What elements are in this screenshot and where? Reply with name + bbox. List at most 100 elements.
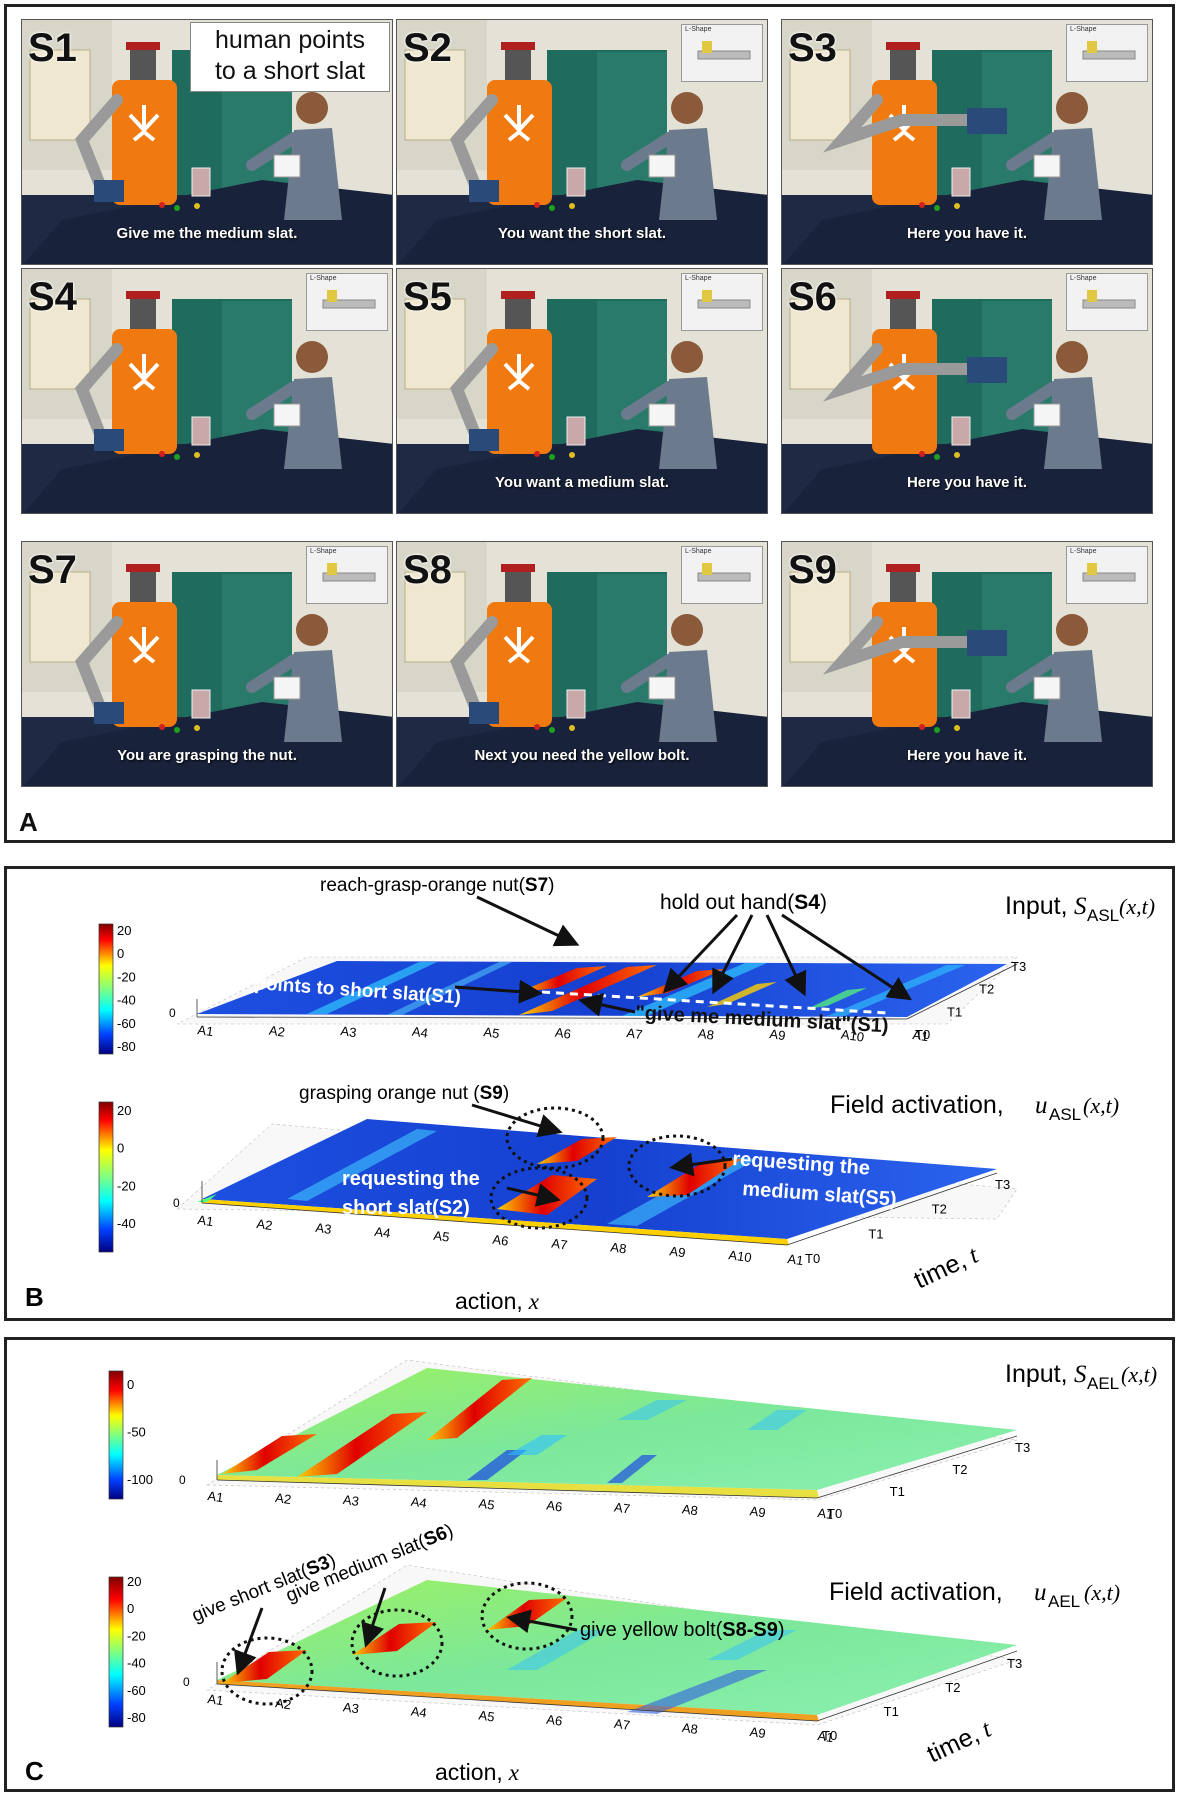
circle-s3 (220, 1636, 314, 1706)
asl-input-z-tick: 0 (169, 1006, 176, 1020)
x-tick-label: A10 (728, 1247, 753, 1265)
x-tick-label: A1 (817, 1505, 835, 1522)
scene-label: S9 (788, 548, 837, 592)
asl-input-plot: 20 0 -20 -40 -60 -80 0 A1 A2 A3 A4 A5 A6 A7 A8 A9 A10 A… (98, 875, 1155, 1055)
circle-s6 (350, 1608, 444, 1678)
colorbar-tick-label: -60 (127, 1683, 146, 1698)
note-line-1: human points (214, 26, 366, 54)
title-text: Field activation, (829, 1578, 1003, 1606)
asl-input-ridge-s1 (519, 965, 657, 1015)
annot-reach: reach-grasp-orange nut(S7) (320, 875, 554, 896)
asl-field-z-tick: 0 (173, 1196, 180, 1210)
ael-input-surface (217, 1368, 1017, 1490)
title-sub: ASL (1049, 1105, 1081, 1124)
asl-field-title: Field activation, u ASL (x,t) (830, 1091, 1119, 1124)
scene-caption: Here you have it. (906, 747, 1028, 764)
x-tick-label: A7 (613, 1716, 631, 1733)
inset-label: L-Shape (310, 275, 337, 282)
t-tick-label: T3 (1007, 1656, 1022, 1671)
scene-photo-s4: S4 L-Shape (21, 268, 393, 514)
human-points-note: human points to a short slat (190, 22, 390, 92)
x-tick-label: A1 (197, 1022, 215, 1039)
asl-time-axis-label: time,t (910, 1240, 984, 1294)
x-tick-label: A7 (613, 1499, 631, 1516)
scene-caption: You want the short slat. (497, 225, 667, 242)
ael-input-title: Input, S AEL (x,t) (1005, 1360, 1157, 1393)
l-shape-inset: L-Shape (1066, 546, 1148, 604)
t-tick-label: T1 (947, 1004, 962, 1019)
t-tick-label: T2 (945, 1680, 960, 1695)
x-tick-label: A5 (478, 1708, 496, 1725)
title-sub: ASL (1087, 906, 1119, 925)
t-tick-label: T2 (979, 982, 994, 997)
t-tick-label: T2 (952, 1462, 967, 1477)
x-tick-label: A1 (207, 1691, 225, 1708)
inset-label: L-Shape (1070, 275, 1097, 282)
x-tick-label: A3 (315, 1220, 333, 1237)
title-var: S (1074, 1361, 1087, 1388)
ael-field-plot: 20 0 -20 -40 -60 -80 0 A1 A2 A3 A4 A5 A6 A7 A8 A9 A1 T… (108, 1520, 1120, 1785)
l-shape-inset: L-Shape (681, 24, 763, 82)
scene-photo-s5: S5 You want a medium slat. L-Shape (396, 268, 768, 514)
annot-grasp: grasping orange nut (S9) (299, 1083, 509, 1104)
colorbar-tick-label: 0 (117, 946, 124, 961)
x-tick-label: A6 (554, 1025, 572, 1042)
circle-s2 (489, 1166, 589, 1230)
scene-photo-s1: S1 Give me the medium slat. human points to… (21, 19, 393, 265)
x-tick-label: A6 (545, 1712, 563, 1729)
annot-hold: hold out hand(S4) (660, 891, 827, 914)
x-tick-label: A3 (342, 1699, 360, 1716)
inset-label: L-Shape (1070, 26, 1097, 33)
ael-field-colorbar (108, 1576, 124, 1728)
x-tick-label: A3 (340, 1023, 358, 1040)
scene-photo-s9: S9 Here you have it. L-Shape (781, 541, 1153, 787)
scene-label: S2 (403, 26, 452, 70)
x-tick-label: A2 (256, 1216, 274, 1233)
ael-input-ridge-3 (427, 1378, 532, 1440)
scene-photo-s6: S6 Here you have it. L-Shape (781, 268, 1153, 514)
x-tick-label: A2 (274, 1490, 292, 1507)
colorbar-tick-label: 0 (127, 1601, 134, 1616)
colorbar-tick-label: -40 (127, 1656, 146, 1671)
scene-photo-s8: S8 Next you need the yellow bolt. L-Shape (396, 541, 768, 787)
asl-input-colorbar (98, 923, 114, 1055)
asl-plots: 200-20-40-60-80 0 A1 A2 A3 A4 A5 A6 A7 A8 A9 A10 A… (25, 875, 1155, 1314)
t-tick-label: T1 (890, 1484, 905, 1499)
x-tick-label: A5 (483, 1024, 501, 1041)
x-tick-label: A4 (410, 1703, 428, 1720)
colorbar-tick-label: -40 (117, 993, 136, 1008)
panel-a-letter: A (19, 807, 38, 837)
robot-torso (872, 329, 937, 454)
robot-torso (872, 80, 937, 205)
title-args: (x,t) (1083, 1093, 1119, 1118)
asl-field-ridge-s9 (537, 1137, 617, 1164)
scene-label: S4 (28, 275, 77, 319)
l-shape-inset: L-Shape (1066, 273, 1148, 331)
scene-photo-s7: S7 You are grasping the nut. L-Shape (21, 541, 393, 787)
colorbar-tick-label: 20 (117, 1103, 131, 1118)
annot-req1-line2: short slat(S2) (342, 1197, 470, 1219)
x-tick-label: A6 (545, 1498, 563, 1515)
title-text: Input, (1005, 1360, 1068, 1388)
scene-caption: Next you need the yellow bolt. (474, 747, 690, 764)
l-shape-inset: L-Shape (1066, 24, 1148, 82)
x-tick-label: A9 (669, 1243, 687, 1260)
colorbar-tick-label: -20 (127, 1628, 146, 1643)
asl-field-ridge-s5 (647, 1159, 742, 1197)
x-tick-label: A9 (749, 1503, 767, 1520)
x-tick-label: A4 (410, 1494, 428, 1511)
t-tick-label: T3 (995, 1177, 1010, 1192)
x-tick-label: A2 (268, 1023, 286, 1040)
x-tick-label: A4 (411, 1024, 429, 1041)
circle-s5 (627, 1134, 727, 1198)
x-tick-label: A1 (207, 1488, 225, 1505)
title-var: u (1034, 1579, 1047, 1606)
colorbar-tick-label: 20 (117, 923, 131, 938)
ael-field-z-tick: 0 (183, 1675, 190, 1689)
title-args: (x,t) (1084, 1580, 1120, 1605)
x-tick-label: A3 (342, 1492, 360, 1509)
inset-label: L-Shape (1070, 548, 1097, 555)
x-tick-label: A6 (492, 1232, 510, 1249)
asl-field-plot: 20 0 -20 -40 0 A1 A2 A3 A4 A5 A6 A7 A8 A9 A10 A1 T0 T1… (98, 1083, 1119, 1314)
ael-input-ridge-1 (222, 1434, 317, 1474)
